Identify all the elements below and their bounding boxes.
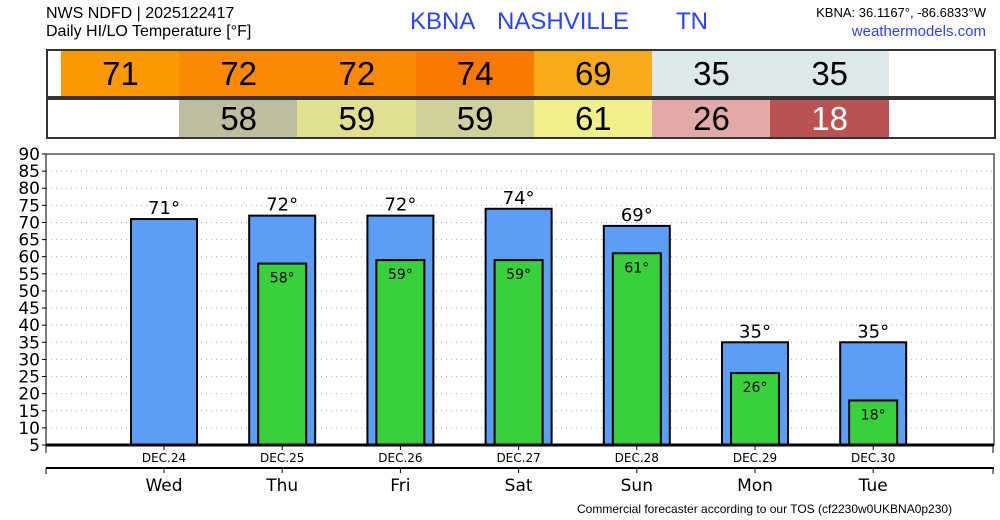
low-bar-label: 59°	[506, 267, 531, 283]
y-tick-label: 50	[18, 282, 40, 302]
y-tick-label: 80	[18, 179, 40, 199]
low-bar-label: 26°	[743, 380, 768, 396]
high-bar	[130, 218, 198, 446]
high-bar-label: 74°	[503, 188, 535, 209]
high-bar-label: 72°	[384, 195, 416, 216]
low-temp-cell: 58	[179, 100, 299, 137]
date-label: DEC.28	[615, 451, 659, 465]
y-tick-label: 40	[18, 316, 40, 336]
high-temp-cell: 69	[533, 51, 653, 96]
y-tick-label: 90	[18, 145, 40, 165]
site-link[interactable]: weathermodels.com	[851, 23, 986, 40]
day-label: Sat	[505, 476, 533, 496]
low-temp-cell: 61	[533, 100, 653, 137]
low-temp-strip: 58 59 59 61 26 18	[46, 98, 996, 139]
y-tick-label: 85	[18, 162, 40, 182]
y-tick-label: 20	[18, 385, 40, 405]
high-temp-cell: 35	[652, 51, 771, 96]
y-tick-label: 65	[18, 231, 40, 251]
day-label: Sun	[621, 476, 653, 496]
product-title: NWS NDFD | 2025122417	[46, 5, 235, 22]
date-label: DEC.25	[260, 451, 304, 465]
station-state: TN	[676, 8, 708, 35]
y-tick-label: 45	[18, 299, 40, 319]
product-subtitle: Daily HI/LO Temperature [°F]	[46, 23, 252, 40]
day-label: Tue	[858, 476, 888, 496]
low-bar	[375, 259, 426, 447]
day-label: Wed	[145, 476, 182, 496]
y-tick-label: 10	[18, 419, 40, 439]
day-label: Mon	[737, 476, 773, 496]
y-tick-label: 60	[18, 248, 40, 268]
y-tick-label: 30	[18, 350, 40, 370]
low-bar	[493, 259, 544, 447]
y-tick-label: 75	[18, 196, 40, 216]
low-bar-label: 59°	[388, 267, 413, 283]
low-temp-cell: 26	[652, 100, 771, 137]
high-bar-label: 35°	[739, 321, 771, 342]
y-tick-label: 55	[18, 265, 40, 285]
station-id: KBNA	[410, 8, 476, 35]
low-temp-cell: 59	[297, 100, 417, 137]
date-label: DEC.27	[496, 451, 540, 465]
high-bar-label: 35°	[857, 321, 889, 342]
low-bar-label: 61°	[624, 260, 649, 276]
day-label: Thu	[265, 476, 298, 496]
high-bar-label: 71°	[148, 198, 180, 219]
date-label: DEC.24	[142, 451, 186, 465]
high-bar-label: 72°	[266, 195, 298, 216]
high-temp-cell: 71	[61, 51, 180, 96]
low-temp-cell: 59	[415, 100, 535, 137]
y-tick-label: 70	[18, 213, 40, 233]
low-bar-label: 18°	[861, 407, 886, 423]
y-tick-label: 25	[18, 368, 40, 388]
footer-note: Commercial forecaster according to our T…	[577, 502, 953, 516]
y-tick-label: 35	[18, 333, 40, 353]
low-bar	[257, 262, 308, 446]
high-temp-cell: 35	[770, 51, 890, 96]
day-label: Fri	[390, 476, 410, 496]
date-label: DEC.30	[851, 451, 895, 465]
station-city: NASHVILLE	[497, 8, 630, 35]
y-tick-label: 15	[18, 402, 40, 422]
date-label: DEC.29	[733, 451, 777, 465]
y-tick-label: 5	[29, 436, 40, 456]
high-temp-cell: 72	[179, 51, 299, 96]
date-label: DEC.26	[378, 451, 422, 465]
low-bar	[611, 252, 662, 446]
low-bar	[730, 372, 780, 447]
station-coords: KBNA: 36.1167°, -86.6833°W	[816, 5, 986, 20]
high-temp-cell: 74	[415, 51, 535, 96]
low-temp-cell: 18	[770, 100, 890, 137]
high-bar-label: 69°	[621, 205, 653, 226]
high-temp-strip: 71 72 72 74 69 35 35	[46, 49, 996, 98]
low-bar-label: 58°	[270, 271, 295, 287]
high-temp-cell: 72	[297, 51, 417, 96]
